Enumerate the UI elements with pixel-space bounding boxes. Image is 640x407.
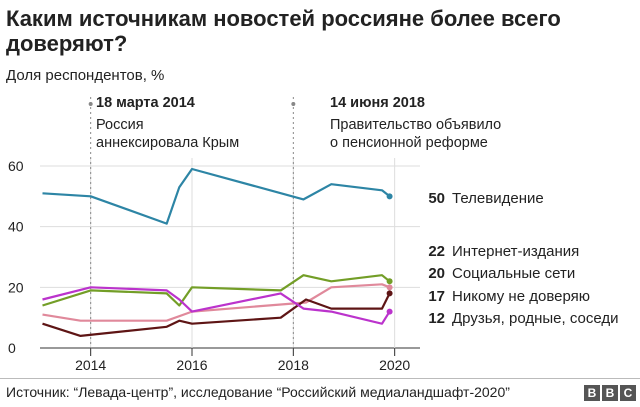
- series-end-dot: [386, 193, 393, 200]
- y-tick-label: 40: [8, 219, 24, 235]
- series-name-label: Телевидение: [452, 190, 544, 207]
- series-end-value: 17: [428, 288, 445, 305]
- event-marker-dot: [291, 102, 296, 106]
- x-tick-label: 2014: [75, 357, 106, 373]
- logo-letter: C: [620, 385, 636, 401]
- chart-subtitle: Доля респондентов, %: [6, 67, 165, 84]
- series-line: [42, 283, 391, 322]
- series-end-value: 12: [428, 310, 445, 327]
- series-end-dot: [386, 284, 393, 291]
- series-name-label: Никому не доверяю: [452, 288, 590, 305]
- series-end-dot: [386, 308, 393, 315]
- event-text-line: Россия: [96, 117, 144, 133]
- series-end-value: 50: [428, 190, 445, 207]
- series-line: [42, 286, 391, 325]
- y-tick-label: 20: [8, 279, 24, 295]
- event-text-line: о пенсионной реформе: [330, 135, 488, 151]
- series-line: [42, 167, 391, 225]
- footer-divider: [0, 378, 640, 379]
- x-tick-label: 2018: [278, 357, 309, 373]
- event-text-line: Правительство объявило: [330, 117, 502, 133]
- source-note: Источник: “Левада-центр”, исследование “…: [6, 384, 510, 400]
- event-marker-dot: [88, 102, 93, 106]
- event-text-line: аннексировала Крым: [96, 135, 240, 151]
- x-tick-label: 2020: [379, 357, 410, 373]
- logo-letter: B: [602, 385, 618, 401]
- event-date-crimea: 18 марта 2014: [96, 95, 195, 111]
- series-line: [42, 274, 391, 307]
- series-name-label: Друзья, родные, соседи: [452, 310, 619, 327]
- line-chart: 0 20 40 60 2014 2016 2018 2020 50 Телевидение 22 Ин…: [8, 97, 619, 373]
- series-end-dot: [386, 278, 393, 285]
- y-tick-label: 60: [8, 158, 24, 174]
- series-end-value: 20: [428, 265, 445, 282]
- series-name-label: Интернет-издания: [452, 243, 579, 260]
- y-tick-label: 0: [8, 340, 16, 356]
- chart-title: Каким источникам новостей россияне более…: [6, 6, 561, 56]
- x-tick-label: 2016: [176, 357, 207, 373]
- series-end-dot: [386, 290, 393, 297]
- event-date-pension: 14 июня 2018: [330, 95, 425, 111]
- bbc-logo: B B C: [584, 385, 636, 401]
- series-end-value: 22: [428, 243, 445, 260]
- event-text-pension: Правительство объявило о пенсионной рефо…: [330, 116, 530, 152]
- logo-letter: B: [584, 385, 600, 401]
- series-name-label: Социальные сети: [452, 265, 575, 282]
- series-line: [42, 292, 391, 337]
- event-text-crimea: Россия аннексировала Крым: [96, 116, 296, 152]
